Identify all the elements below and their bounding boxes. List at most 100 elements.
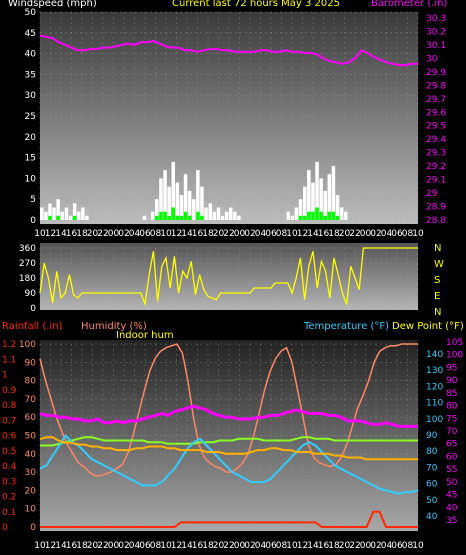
windspeed-bar [216,207,221,220]
gust-bar [179,215,184,220]
x-tick-label: 10 [412,541,424,551]
x-tick-label: 16 [66,229,78,239]
gust-bar [196,211,200,220]
x-tick-label: 20 [87,541,99,551]
windspeed-bar [315,161,319,220]
dew-point-tick-label: 40 [446,503,458,513]
x-tick-label: 22 [223,541,234,551]
dew-point-axis-title: Dew Point (°F) [392,321,464,332]
indoor-temp-series [40,436,418,447]
x-tick-label: 10 [160,541,172,551]
barometer-tick-label: 29.1 [426,176,446,186]
x-tick-label: 10 [286,229,298,239]
rainfall-tick-label: 0.4 [2,462,17,472]
gust-bar [200,215,204,220]
compass-tick-label: W [434,259,444,270]
x-tick-label: 18 [202,229,214,239]
dew-point-tick-label: 95 [446,363,457,373]
barometer-axis-title: Barometer (.in) [371,0,447,9]
gust-bar [311,211,315,220]
x-tick-label: 06 [265,229,277,239]
x-tick-label: 02 [118,229,129,239]
x-tick-label: 02 [370,541,381,551]
barometer-tick-label: 29.3 [426,149,446,159]
x-tick-label: 20 [213,229,225,239]
gust-bar [159,211,163,220]
windspeed-tick-label: 10 [25,174,37,184]
x-tick-label: 00 [234,229,246,239]
rainfall-tick-label: 1.2 [2,340,16,350]
temperature-series [39,433,419,495]
x-tick-label: 12 [45,229,56,239]
rainfall-tick-label: 0.8 [2,401,17,411]
rainfall-tick-label: 0.7 [2,416,16,426]
temperature-axis-ticks: 140 130 120 110 100 90 80 70 60 50 40 [426,350,443,522]
dew-point-tick-label: 45 [446,491,457,501]
windspeed-bar [303,186,307,220]
humidity-tick-label: 80 [25,377,37,387]
rainfall-tick-label: 0.1 [2,508,16,518]
dew-point-series [39,436,418,461]
x-tick-label: 08 [150,229,162,239]
x-tick-label: 14 [307,229,319,239]
gust-bar [323,215,327,220]
indoor-hum-label: Indoor hum [116,330,174,341]
humidity-tick-label: 70 [25,395,37,405]
humidity-tick-label: 60 [25,413,37,423]
x-tick-label: 04 [255,541,267,551]
temperature-tick-label: 80 [426,447,438,457]
dew-point-tick-label: 90 [446,376,458,386]
dew-point-tick-label: 50 [446,478,458,488]
x-tick-label: 16 [192,541,204,551]
windspeed-axis-title: Windspeed (mph) [8,0,97,9]
x-tick-label: 08 [276,541,288,551]
x-tick-label: 16 [192,229,204,239]
direction-tick-label: 270 [19,259,36,269]
x-tick-label: 16 [66,541,78,551]
windspeed-series [40,161,348,220]
barometer-tick-label: 30 [426,54,438,64]
x-tick-label: 14 [55,541,67,551]
x-tick-label: 16 [318,541,330,551]
x-tick-label: 10 [286,541,298,551]
x-tick-label: 20 [339,541,351,551]
x-tick-label: 00 [108,541,120,551]
x-tick-label: 04 [381,229,393,239]
direction-tick-label: 90 [25,289,37,299]
barometer-tick-label: 29.4 [426,135,446,145]
gust-bar [171,207,175,220]
gust-bar [183,211,188,220]
direction-tick-label: 180 [19,274,36,284]
temperature-tick-label: 70 [426,463,438,473]
x-tick-label: 20 [339,229,351,239]
temperature-tick-label: 100 [426,415,443,425]
barometer-tick-label: 28.9 [426,203,446,213]
compass-tick-label: N [434,307,441,318]
x-tick-label: 00 [360,229,372,239]
windspeed-tick-label: 15 [25,154,36,164]
direction-degree-ticks: 360 270 180 90 0 [19,244,36,314]
x-tick-label: 14 [307,541,319,551]
windspeed-bar [196,170,200,220]
windspeed-bar [60,211,64,220]
x-tick-label: 06 [139,229,151,239]
barometer-tick-label: 30.2 [426,27,446,37]
windspeed-bar [233,211,237,220]
windspeed-bar [40,207,44,220]
windspeed-bar [187,190,192,220]
humidity-axis-title: Humidity (%) [81,321,147,332]
windspeed-bar [307,170,311,220]
direction-tick-label: 0 [30,304,36,314]
gust-bar [56,215,60,220]
rainfall-tick-label: 0.9 [2,386,17,396]
x-tick-label: 06 [265,541,277,551]
windspeed-bar [56,199,60,220]
windspeed-tick-label: 5 [30,195,36,205]
windspeed-bar [48,203,52,220]
gust-bar [187,215,192,220]
barometer-tick-label: 29.8 [426,81,446,91]
windspeed-bar [339,207,344,220]
rainfall-tick-label: 0.6 [2,432,17,442]
